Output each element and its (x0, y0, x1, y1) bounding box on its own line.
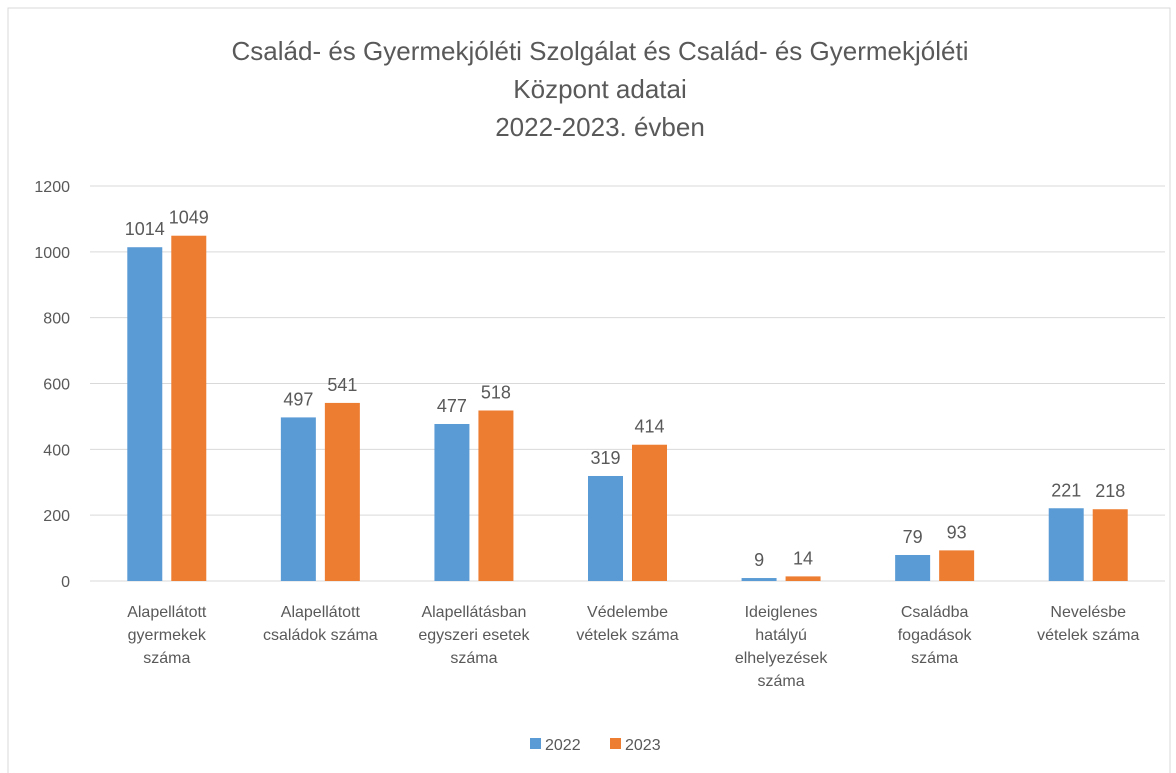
data-label: 218 (1095, 481, 1125, 501)
y-tick-label: 800 (43, 311, 70, 328)
data-label: 414 (634, 417, 664, 437)
bar (434, 423, 470, 581)
x-tick-label: Alapellátott családok száma (263, 604, 378, 644)
bar (280, 417, 316, 581)
bar (588, 475, 623, 581)
chart-title: Család- és Gyermekjóléti Szolgálat és Cs… (232, 36, 969, 142)
data-label: 79 (903, 527, 923, 547)
data-label: 477 (437, 396, 467, 416)
y-tick-label: 0 (61, 574, 70, 591)
y-tick-label: 400 (43, 442, 70, 459)
bar (939, 550, 975, 581)
x-tick-label: Alapellátott gyermekek száma (127, 604, 207, 667)
legend-label: 2023 (625, 737, 661, 754)
data-label: 93 (947, 522, 967, 542)
bar (785, 576, 821, 581)
y-tick-label: 1200 (34, 179, 70, 196)
legend-swatch (610, 738, 621, 749)
bar (1092, 509, 1128, 581)
data-label: 221 (1051, 480, 1081, 500)
x-tick-label: Ideiglenes hatályú elhelyezések száma (735, 604, 829, 690)
y-tick-label: 200 (43, 508, 70, 525)
x-tick-label: Alapellátásban egyszeri esetek száma (418, 604, 530, 667)
y-tick-label: 1000 (34, 245, 70, 262)
bar (632, 444, 667, 581)
data-label: 14 (793, 548, 813, 568)
legend-label: 2022 (545, 737, 581, 754)
bar (171, 235, 207, 581)
bar (1048, 508, 1084, 581)
x-tick-label: Nevelésbe vételek száma (1037, 604, 1139, 644)
bar (127, 247, 163, 581)
legend-swatch (530, 738, 541, 749)
data-label: 319 (590, 448, 620, 468)
x-tick-label: Védelembe vételek száma (576, 604, 678, 644)
bar (895, 554, 931, 581)
data-label: 9 (754, 550, 764, 570)
bar (478, 410, 514, 581)
data-label: 1014 (125, 219, 165, 239)
data-label: 518 (481, 382, 511, 402)
y-tick-label: 600 (43, 377, 70, 394)
data-label: 497 (283, 389, 313, 409)
bar (324, 402, 360, 581)
data-label: 1049 (169, 208, 209, 228)
bar (741, 578, 777, 581)
x-tick-label: Családba fogadások száma (898, 604, 973, 667)
data-label: 541 (327, 375, 357, 395)
